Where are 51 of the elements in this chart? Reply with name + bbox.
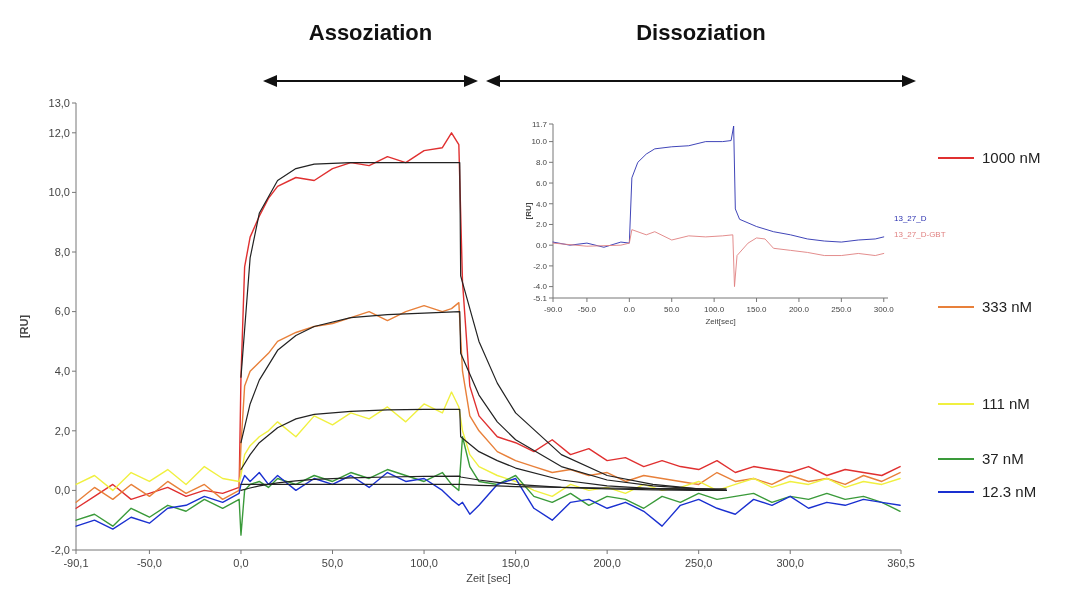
x-tick-label: 360,5	[887, 557, 915, 569]
text: Assoziation	[308, 20, 433, 45]
y-tick-label: 10,0	[48, 186, 70, 199]
y-tick-label: 13,0	[48, 96, 70, 109]
x-tick-label: 250,0	[684, 557, 713, 569]
x-tick-label: 0,0	[233, 557, 249, 569]
y-tick-label: 8.0	[535, 158, 548, 168]
text: 13_27_D	[894, 213, 927, 223]
x-tick-label: 250.0	[831, 305, 852, 314]
y-tick-label: 2,0	[54, 424, 70, 437]
x-tick-label: -50.0	[577, 305, 597, 314]
legend-label: 37 nM	[982, 450, 1024, 468]
y-tick-label: -2,0	[51, 543, 70, 556]
y-tick-label: 4,0	[54, 365, 70, 378]
text: Dissoziation	[636, 20, 766, 45]
y-tick-label: -2.0	[533, 261, 548, 271]
x-tick-label: 100,0	[410, 557, 438, 569]
x-tick-label: -90,1	[63, 557, 89, 569]
y-tick-label: 8,0	[54, 245, 70, 258]
legend-label: 333 nM	[982, 298, 1033, 316]
y-tick-label: 4.0	[535, 199, 548, 209]
x-tick-label: 50.0	[663, 305, 681, 314]
y-tick-label: 6.0	[535, 178, 548, 188]
y-tick-label: -4.0	[533, 282, 548, 292]
x-tick-label: -50,0	[136, 557, 162, 569]
y-tick-label: 2.0	[535, 220, 548, 230]
text: 13_27_D-GBT	[894, 229, 946, 239]
y-axis-title: [RU]	[18, 314, 30, 339]
y-tick-label: 12,0	[48, 126, 70, 139]
y-tick-label: 0,0	[54, 484, 70, 497]
y-tick-label: -5.1	[533, 293, 548, 303]
x-tick-label: 50,0	[321, 557, 344, 569]
x-tick-label: 100.0	[704, 305, 725, 314]
y-tick-label: 10.0	[531, 137, 548, 147]
x-tick-label: 200,0	[593, 557, 621, 569]
y-axis-title: [RU]	[524, 202, 533, 220]
x-tick-label: 200.0	[788, 305, 810, 314]
legend-label: 1000 nM	[982, 149, 1041, 167]
legend-label: 12.3 nM	[982, 483, 1037, 501]
legend-label: 111 nM	[982, 395, 1030, 413]
x-tick-label: 300.0	[873, 305, 895, 314]
y-tick-label: 0.0	[535, 240, 548, 250]
x-tick-label: 300,0	[776, 557, 804, 569]
x-tick-label: -90.0	[543, 305, 563, 314]
y-tick-label: 6,0	[54, 305, 70, 318]
x-axis-title: Zeit[sec]	[705, 316, 736, 326]
x-axis-title: Zeit [sec]	[466, 572, 511, 585]
y-tick-label: 11.7	[532, 119, 548, 129]
x-tick-label: 150,0	[501, 557, 530, 569]
x-tick-label: 150.0	[746, 305, 768, 314]
x-tick-label: 0.0	[623, 305, 636, 314]
